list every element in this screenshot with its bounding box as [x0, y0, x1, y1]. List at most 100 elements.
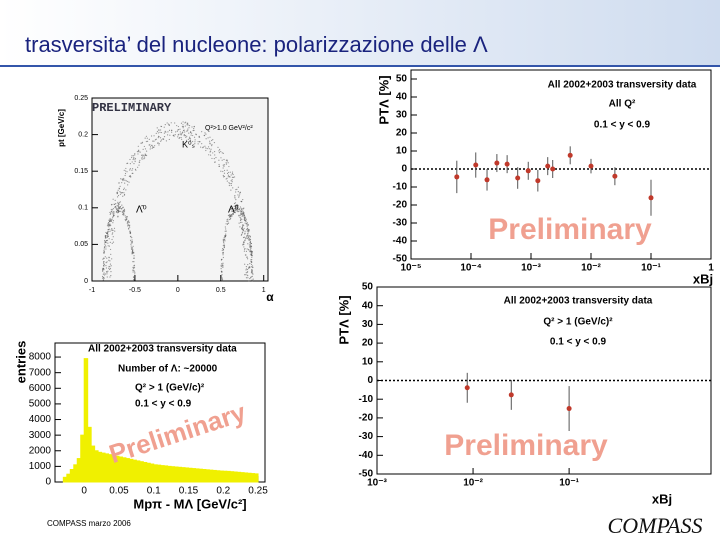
- plot-frame: [91, 97, 269, 282]
- density-dot: [168, 129, 171, 131]
- density-dot: [137, 145, 139, 147]
- data-point: [648, 195, 654, 201]
- density-dot: [139, 159, 141, 162]
- density-dot: [192, 134, 194, 137]
- density-dot: [205, 138, 207, 140]
- histogram-bar: [250, 473, 256, 483]
- density-dot: [192, 140, 194, 143]
- density-dot: [114, 199, 116, 201]
- density-dot: [168, 138, 170, 141]
- density-dot: [222, 248, 224, 250]
- density-dot: [222, 238, 224, 240]
- density-dot: [108, 268, 111, 271]
- density-dot: [234, 205, 237, 207]
- density-dot: [242, 199, 244, 201]
- density-dot: [169, 134, 171, 136]
- annotation: K⁰ₛ: [182, 139, 195, 149]
- y-tick-label: 20: [396, 128, 408, 139]
- density-dot: [220, 270, 223, 272]
- density-dot: [234, 195, 236, 197]
- density-dot: [237, 194, 239, 196]
- density-dot: [106, 257, 108, 259]
- density-dot: [162, 138, 164, 140]
- density-dot: [249, 241, 252, 243]
- histogram-bar: [62, 476, 68, 483]
- density-dot: [119, 206, 122, 208]
- y-tick-label: 7000: [29, 367, 52, 378]
- density-dot: [132, 248, 134, 251]
- histogram-bar: [191, 468, 196, 483]
- y-tick-label: 10: [362, 356, 374, 367]
- density-dot: [243, 243, 245, 245]
- annotation: All Q²: [609, 99, 636, 110]
- density-dot: [221, 279, 224, 281]
- density-dot: [128, 175, 131, 177]
- density-dot: [226, 160, 228, 162]
- y-tick-label: -50: [359, 469, 374, 480]
- density-dot: [104, 273, 106, 275]
- histogram-bar: [184, 467, 190, 483]
- histogram-bar: [90, 445, 96, 483]
- histogram-bar: [229, 471, 235, 483]
- x-tick-label: 0.2: [216, 486, 230, 497]
- density-dot: [227, 162, 229, 164]
- density-dot: [246, 256, 248, 258]
- density-dot: [104, 244, 107, 246]
- y-tick-label: 40: [362, 300, 374, 311]
- density-dot: [151, 147, 153, 150]
- density-dot: [112, 222, 114, 224]
- density-dot: [233, 176, 236, 178]
- density-dot: [109, 266, 111, 268]
- density-dot: [129, 232, 132, 235]
- density-dot: [118, 211, 120, 213]
- density-dot: [123, 169, 125, 171]
- density-dot: [130, 247, 132, 249]
- density-dot: [144, 137, 146, 139]
- histogram-bar: [243, 472, 249, 483]
- y-axis-label: pt [GeV/c]: [57, 109, 66, 147]
- density-dot: [239, 221, 242, 224]
- density-dot: [129, 236, 132, 238]
- density-dot: [109, 211, 111, 214]
- density-dot: [223, 243, 225, 245]
- histogram-bar: [69, 469, 75, 483]
- density-dot: [122, 214, 124, 216]
- density-dot: [111, 242, 113, 244]
- density-dot: [110, 212, 112, 215]
- density-dot: [141, 158, 143, 160]
- y-tick-label: -30: [393, 218, 408, 229]
- x-tick-label: 10⁻³: [367, 478, 387, 489]
- density-dot: [118, 202, 121, 204]
- density-dot: [232, 208, 235, 210]
- density-dot: [212, 152, 214, 154]
- x-tick-label: 0.25: [248, 486, 268, 497]
- density-dot: [193, 125, 195, 128]
- density-dot: [124, 172, 127, 175]
- density-dot: [234, 197, 236, 199]
- density-dot: [242, 210, 244, 212]
- density-dot: [235, 209, 237, 211]
- data-point: [612, 173, 618, 179]
- density-dot: [108, 245, 110, 247]
- density-dot: [109, 248, 112, 251]
- density-dot: [220, 278, 222, 280]
- y-axis-label: PTΛ [%]: [376, 75, 391, 124]
- density-dot: [236, 204, 238, 206]
- density-dot: [223, 239, 225, 241]
- density-dot: [245, 269, 247, 271]
- density-dot: [133, 163, 135, 165]
- density-dot: [222, 245, 224, 247]
- density-dot: [103, 265, 105, 267]
- density-dot: [222, 174, 224, 177]
- density-dot: [234, 196, 236, 198]
- density-dot: [183, 134, 185, 136]
- density-dot: [249, 235, 251, 237]
- data-point: [567, 152, 573, 158]
- density-dot: [109, 220, 111, 222]
- density-dot: [244, 222, 246, 224]
- header-band: [0, 0, 720, 66]
- y-tick-label: 0.1: [78, 205, 88, 212]
- density-dot: [121, 211, 123, 213]
- density-dot: [247, 227, 249, 229]
- density-dot: [247, 235, 249, 237]
